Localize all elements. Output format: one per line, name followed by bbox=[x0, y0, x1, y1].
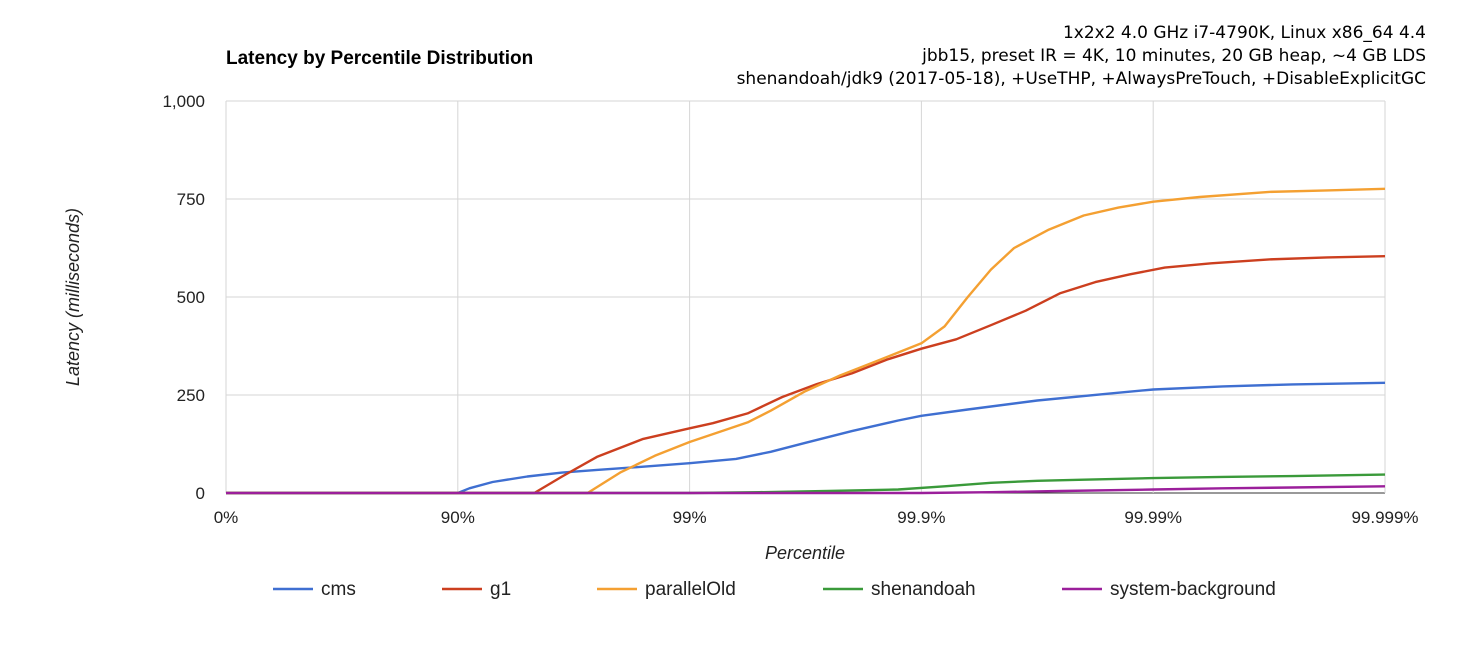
x-tick-label: 90% bbox=[441, 508, 475, 527]
chart-subtitle-line-2: jbb15, preset IR = 4K, 10 minutes, 20 GB… bbox=[921, 46, 1426, 66]
x-tick-label: 0% bbox=[214, 508, 239, 527]
x-tick-label: 99.9% bbox=[897, 508, 945, 527]
legend-label-parallelOld: parallelOld bbox=[645, 579, 736, 600]
y-axis-ticks: 0 250 500 750 1,000 bbox=[162, 92, 205, 503]
legend-label-shenandoah: shenandoah bbox=[871, 579, 976, 600]
chart-title: Latency by Percentile Distribution bbox=[226, 48, 533, 69]
y-tick-label: 1,000 bbox=[162, 92, 205, 111]
series-line-system-background bbox=[226, 485, 1386, 495]
legend-label-g1: g1 bbox=[490, 579, 511, 600]
legend-label-system-background: system-background bbox=[1110, 579, 1276, 600]
x-axis-title: Percentile bbox=[765, 543, 845, 563]
x-tick-label: 99% bbox=[673, 508, 707, 527]
series-lines bbox=[226, 187, 1386, 495]
x-axis-ticks: 0% 90% 99% 99.9% 99.99% 99.999% bbox=[214, 508, 1419, 527]
y-axis-title: Latency (milliseconds) bbox=[63, 208, 83, 386]
y-tick-label: 0 bbox=[196, 484, 205, 503]
series-line-cms bbox=[226, 381, 1386, 495]
y-tick-label: 500 bbox=[177, 288, 205, 307]
series-line-g1 bbox=[226, 255, 1386, 495]
y-tick-label: 250 bbox=[177, 386, 205, 405]
chart-subtitle-line-3: shenandoah/jdk9 (2017-05-18), +UseTHP, +… bbox=[737, 69, 1426, 89]
series-line-parallelOld bbox=[226, 187, 1386, 495]
x-tick-label: 99.99% bbox=[1124, 508, 1182, 527]
legend: cms g1 parallelOld shenandoah system-backgro… bbox=[273, 579, 1276, 600]
chart-subtitle-line-1: 1x2x2 4.0 GHz i7-4790K, Linux x86_64 4.4 bbox=[1063, 23, 1426, 43]
gridlines bbox=[225, 100, 1386, 494]
legend-label-cms: cms bbox=[321, 579, 356, 600]
x-tick-label: 99.999% bbox=[1351, 508, 1418, 527]
y-tick-label: 750 bbox=[177, 190, 205, 209]
